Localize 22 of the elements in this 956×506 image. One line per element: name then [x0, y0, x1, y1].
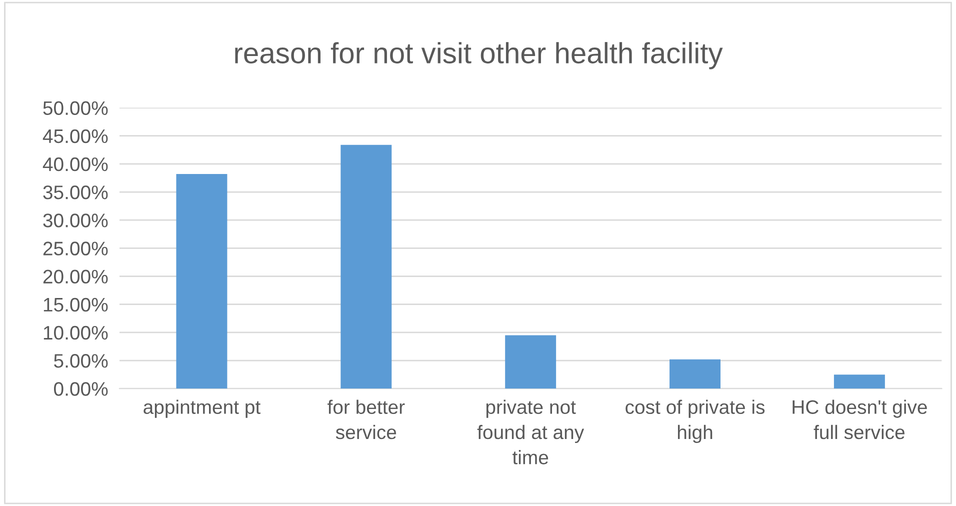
y-tick-label: 0.00%: [54, 382, 108, 396]
bar: [670, 359, 720, 389]
y-tick-label: 50.00%: [43, 101, 108, 116]
bar: [505, 335, 556, 389]
bar: [340, 144, 392, 389]
y-tick-label: 35.00%: [43, 185, 108, 200]
y-tick-label: 10.00%: [44, 326, 108, 340]
x-tick-label: private not found at any time: [477, 400, 584, 464]
y-tick-label: 15.00%: [44, 298, 108, 312]
y-tick-label: 45.00%: [42, 129, 108, 144]
y-tick-label: 40.00%: [42, 157, 108, 172]
y-tick-label: 30.00%: [43, 214, 108, 228]
bar: [834, 374, 885, 389]
y-tick-label: 25.00%: [43, 242, 108, 256]
chart-title: reason for not visit other health facility: [235, 42, 723, 70]
y-tick-label: 20.00%: [43, 270, 108, 284]
x-tick-label: cost of private is high: [626, 400, 765, 444]
bar: [176, 174, 228, 389]
x-tick-label: appintment pt: [144, 400, 260, 418]
x-tick-label: HC doesn't give full service: [792, 400, 927, 440]
y-tick-label: 5.00%: [54, 354, 108, 368]
x-tick-label: for better service: [328, 400, 405, 440]
